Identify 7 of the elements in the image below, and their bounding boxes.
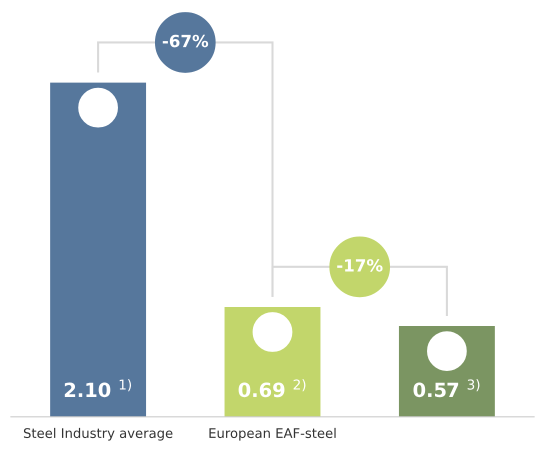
text: -67% [162, 34, 208, 48]
data-label: 2.10 $^{1)}$ [64, 379, 132, 398]
data-label: 0.57 $^{3)}$ [414, 379, 480, 398]
data-label: 0.69 $^{2)}$ [238, 379, 306, 398]
x-tick-label: Steel Industry average [24, 428, 172, 441]
x-tick-label: European EAF-steel [209, 428, 336, 441]
annotation: -17% [337, 259, 383, 272]
